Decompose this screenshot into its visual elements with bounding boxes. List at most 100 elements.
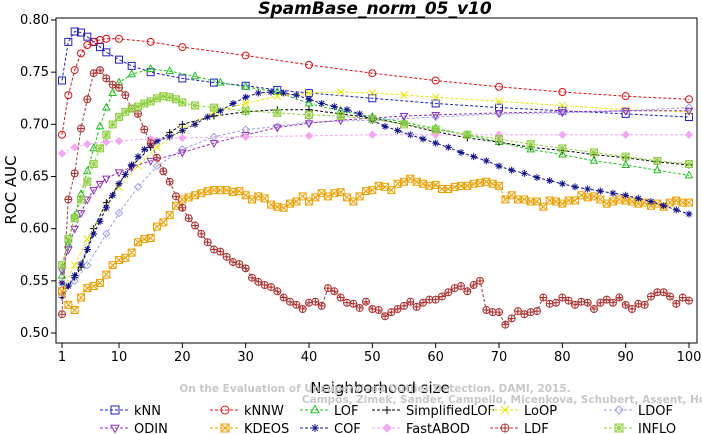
data-point	[564, 296, 573, 305]
data-point	[153, 94, 161, 103]
data-point	[463, 287, 472, 296]
data-point	[431, 112, 440, 122]
data-point	[114, 169, 124, 178]
data-point	[495, 134, 503, 143]
legend-label: LDF	[524, 422, 549, 434]
data-point	[558, 180, 566, 188]
data-point	[191, 120, 199, 128]
data-point	[58, 287, 66, 296]
data-point	[381, 122, 389, 130]
data-point	[146, 63, 156, 72]
x-tick-label: 20	[174, 350, 191, 365]
series-line-simplifiedlof	[61, 109, 690, 298]
data-point	[532, 307, 541, 316]
data-point	[469, 281, 478, 289]
data-point	[70, 66, 79, 75]
data-point	[83, 177, 92, 186]
data-point	[558, 130, 567, 139]
data-point	[495, 162, 503, 170]
data-point	[400, 91, 408, 99]
legend-marker	[220, 423, 230, 433]
series-cof	[58, 88, 693, 290]
data-point	[64, 91, 73, 100]
data-point	[431, 125, 440, 134]
data-point	[583, 298, 592, 307]
data-point	[64, 235, 73, 244]
data-point	[368, 115, 377, 124]
data-point	[425, 181, 434, 190]
data-point	[653, 199, 662, 208]
data-point	[653, 288, 662, 297]
data-point	[368, 69, 377, 78]
data-point	[475, 276, 484, 285]
data-point	[241, 51, 250, 60]
data-point	[570, 300, 579, 309]
legend-label: LDOF	[638, 404, 673, 419]
data-point	[482, 157, 490, 165]
data-point	[685, 159, 693, 168]
data-point	[621, 92, 630, 101]
plot-frame	[55, 17, 698, 344]
data-point	[349, 197, 358, 206]
y-tick-label: 0.80	[20, 13, 49, 28]
data-point	[558, 293, 567, 302]
data-point	[153, 137, 161, 145]
x-tick-label: 1	[58, 350, 66, 365]
data-point	[70, 27, 79, 36]
data-point	[685, 198, 693, 207]
data-point	[190, 71, 200, 80]
data-point	[77, 28, 85, 37]
data-point	[272, 86, 282, 95]
series-fastabod	[57, 130, 694, 158]
data-point	[178, 120, 186, 128]
data-point	[165, 211, 174, 220]
x-tick-label: 80	[554, 350, 571, 365]
data-point	[272, 124, 282, 133]
data-point	[166, 133, 174, 141]
legend-item-odin: ODIN	[100, 422, 168, 434]
data-point	[304, 98, 314, 107]
data-point	[165, 66, 175, 75]
x-tick-label: 10	[111, 350, 128, 365]
data-point	[539, 293, 548, 302]
data-point	[102, 48, 111, 57]
data-point	[241, 106, 250, 115]
data-point	[76, 124, 85, 133]
data-point	[305, 95, 313, 103]
data-point	[304, 298, 313, 307]
data-point	[77, 195, 85, 204]
data-point	[304, 131, 314, 141]
x-tick-label: 40	[301, 350, 318, 365]
data-point	[64, 282, 72, 290]
data-point	[431, 111, 441, 121]
data-point	[292, 300, 301, 309]
data-point	[387, 308, 396, 317]
data-point	[83, 139, 92, 149]
data-point	[646, 292, 655, 301]
data-point	[279, 293, 288, 302]
data-point	[273, 85, 282, 94]
data-point	[254, 192, 263, 201]
data-point	[659, 288, 668, 297]
data-point	[190, 221, 199, 230]
data-point	[292, 197, 301, 206]
data-point	[558, 87, 567, 96]
data-point	[152, 153, 161, 162]
data-point	[298, 305, 307, 313]
data-point	[672, 206, 680, 214]
data-point	[394, 127, 402, 135]
data-point	[431, 76, 440, 85]
data-point	[115, 255, 123, 264]
data-point	[685, 210, 693, 218]
data-point	[672, 196, 681, 205]
data-point	[634, 194, 642, 202]
data-point	[418, 298, 427, 307]
legend-item-lof: LOF	[300, 404, 359, 419]
data-point	[318, 99, 326, 107]
data-point	[494, 308, 503, 317]
data-point	[653, 156, 662, 165]
data-point	[368, 305, 377, 313]
data-point	[121, 253, 130, 262]
data-point	[57, 310, 66, 319]
x-tick-label: 70	[491, 350, 508, 365]
